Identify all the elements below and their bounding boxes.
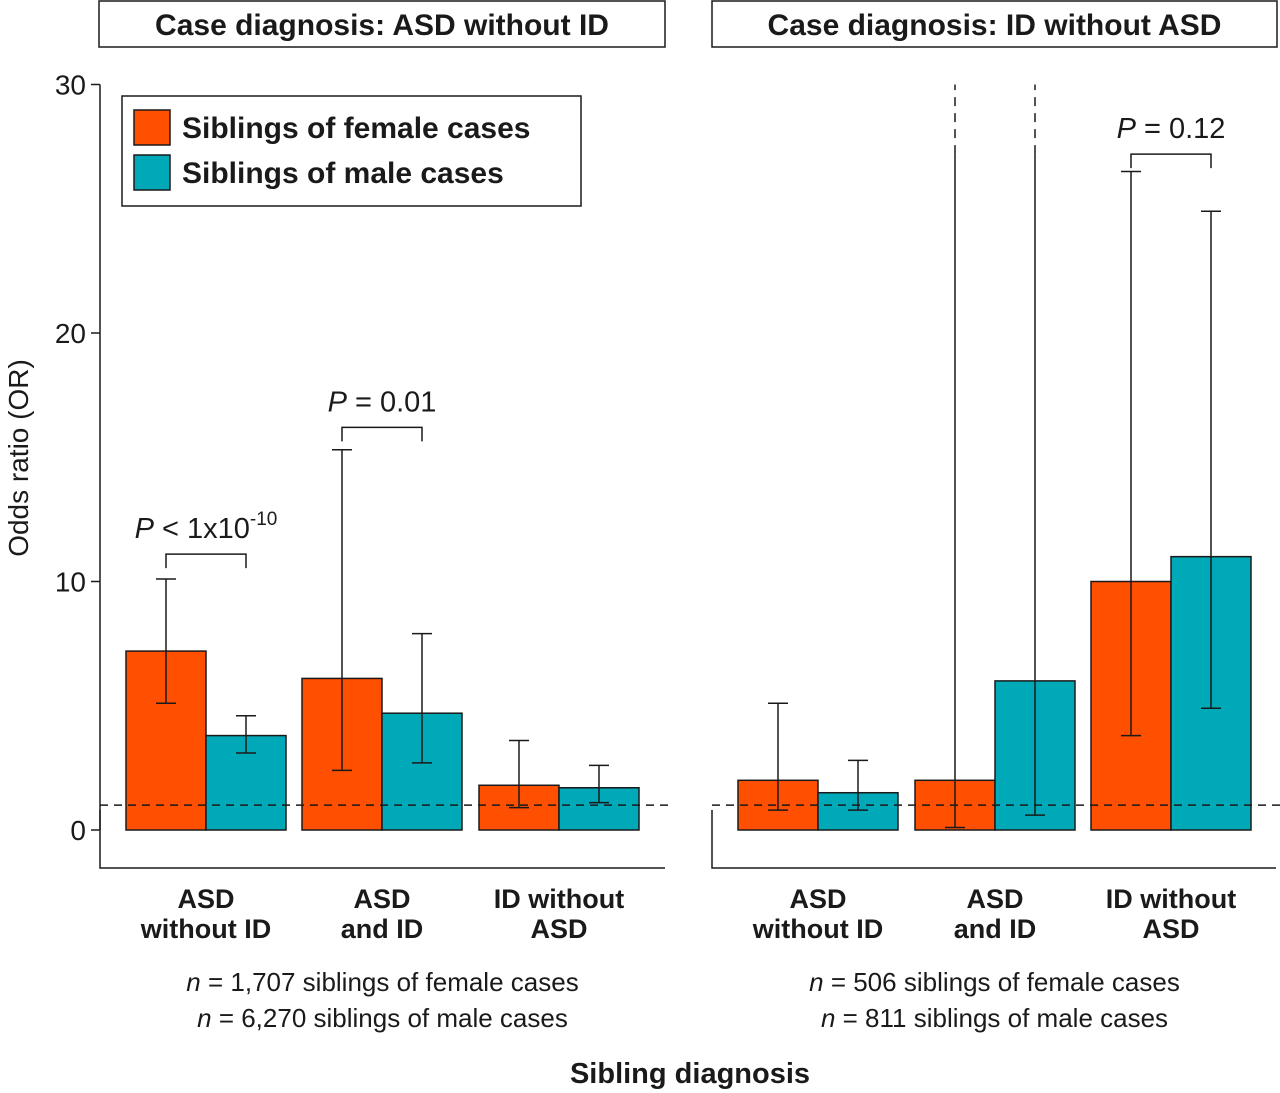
category-label: without ID xyxy=(752,914,883,944)
sample-size-label: n = 506 siblings of female cases xyxy=(809,967,1180,997)
sample-size-text: = 6,270 siblings of male cases xyxy=(212,1003,568,1033)
legend: Siblings of female cases Siblings of male… xyxy=(121,95,582,207)
annotations-layer: P < 1x10-10P = 0.01P = 0.12 xyxy=(135,113,1226,569)
category-label: without ID xyxy=(140,914,271,944)
legend-box xyxy=(121,95,582,207)
sample-size-label: n = 811 siblings of male cases xyxy=(821,1003,1168,1033)
p-value-text: < 1x10 xyxy=(154,513,250,545)
sample-size-label: n = 1,707 siblings of female cases xyxy=(186,967,578,997)
sample-size-text: = 506 siblings of female cases xyxy=(824,967,1180,997)
comparison-bracket xyxy=(341,426,423,442)
comparison-bracket xyxy=(165,553,247,569)
labels-layer: Odds ratio (OR) Case diagnosis: ASD witho… xyxy=(3,0,1278,1090)
category-label: ASD xyxy=(1142,914,1199,944)
panel-axis-frame xyxy=(711,810,1276,869)
p-value-italic: P xyxy=(328,386,348,418)
legend-label: Siblings of male cases xyxy=(182,157,504,190)
y-axis: 0 10 20 30 xyxy=(55,70,101,846)
y-tick-label: 20 xyxy=(55,318,86,349)
sample-size-italic: n xyxy=(186,967,200,997)
legend-swatch xyxy=(133,154,171,191)
category-label: ID without xyxy=(1106,884,1236,914)
p-value-label: P = 0.01 xyxy=(328,386,437,418)
comparison-bracket xyxy=(1130,153,1212,169)
y-tick-label: 30 xyxy=(55,70,86,101)
error-bars-layer xyxy=(156,84,1221,829)
category-label: ASD xyxy=(530,914,587,944)
category-label: ASD xyxy=(353,884,410,914)
legend-label: Siblings of female cases xyxy=(182,112,530,145)
y-tick-label: 0 xyxy=(70,815,86,846)
sample-size-text: = 1,707 siblings of female cases xyxy=(201,967,579,997)
bars-layer xyxy=(125,555,1252,831)
legend-swatch xyxy=(133,109,171,146)
category-label: and ID xyxy=(341,914,424,944)
sample-size-italic: n xyxy=(809,967,823,997)
category-label: ASD xyxy=(789,884,846,914)
sample-size-label: n = 6,270 siblings of male cases xyxy=(197,1003,568,1033)
panel-title-box xyxy=(98,0,666,48)
sample-size-italic: n xyxy=(821,1003,835,1033)
p-value-label: P < 1x10-10 xyxy=(135,509,278,545)
category-label: and ID xyxy=(954,914,1037,944)
p-value-label: P = 0.12 xyxy=(1117,113,1226,145)
p-value-italic: P xyxy=(1117,113,1137,145)
p-value-italic: P xyxy=(135,513,155,545)
category-label: ASD xyxy=(177,884,234,914)
p-value-superscript: -10 xyxy=(250,509,277,530)
p-value-text: = 0.12 xyxy=(1136,113,1226,145)
panel-title: Case diagnosis: ASD without ID xyxy=(155,9,609,42)
category-label: ID without xyxy=(494,884,624,914)
sample-size-italic: n xyxy=(197,1003,211,1033)
sample-size-text: = 811 siblings of male cases xyxy=(835,1003,1168,1033)
y-axis-title: Odds ratio (OR) xyxy=(3,359,34,557)
y-tick-label: 10 xyxy=(55,567,86,598)
panel-title: Case diagnosis: ID without ASD xyxy=(768,9,1222,42)
p-value-text: = 0.01 xyxy=(347,386,437,418)
category-label: ASD xyxy=(966,884,1023,914)
panel-title-box xyxy=(711,0,1278,48)
x-axis-title: Sibling diagnosis xyxy=(570,1058,810,1090)
